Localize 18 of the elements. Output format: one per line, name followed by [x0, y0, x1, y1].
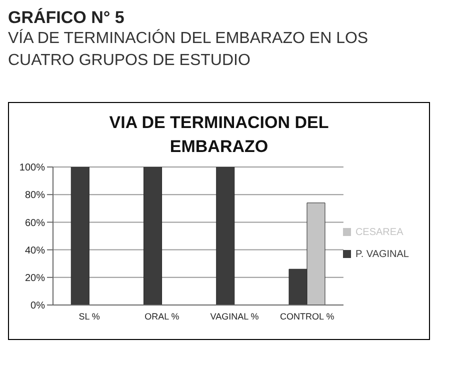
- text: GRÁFICO N° 5: [8, 8, 126, 28]
- y-tick-label: 40%: [24, 245, 46, 256]
- y-tick-label: 100%: [19, 162, 46, 174]
- bar: [216, 167, 235, 305]
- chart-subtitle: VÍA DE TERMINACIÓN DEL EMBARAZO EN LOS CUATRO GRUPOS DE ESTUDIO: [8, 28, 370, 71]
- legend-label: CESAREA: [355, 227, 404, 238]
- bar: [144, 167, 162, 305]
- chart-title: VIA DE TERMINACION DEL EMBARAZO: [108, 112, 330, 158]
- y-tick-label: 60%: [24, 218, 46, 229]
- bar: [70, 167, 90, 305]
- x-tick-label: SL %: [78, 311, 100, 322]
- y-tick-label: 0%: [30, 300, 46, 312]
- legend-label: P. VAGINAL: [355, 249, 409, 260]
- x-tick-label: ORAL %: [144, 311, 180, 322]
- y-tick-label: 20%: [24, 272, 46, 284]
- x-tick-label: VAGINAL %: [210, 311, 259, 322]
- x-tick-label: CONTROL %: [280, 311, 334, 322]
- y-tick-label: 80%: [24, 190, 46, 202]
